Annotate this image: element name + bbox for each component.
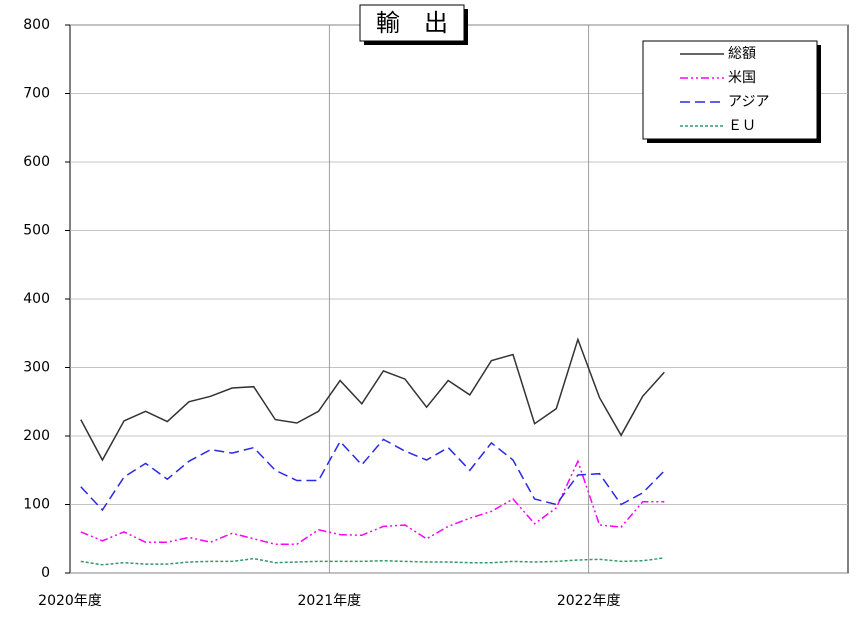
x-tick-label: 2022年度	[557, 593, 621, 609]
series-line	[80, 438, 665, 512]
series-lines	[80, 337, 665, 566]
y-tick-label: 400	[23, 291, 50, 307]
legend-label: 総額	[728, 46, 756, 62]
legend-box	[642, 40, 818, 140]
y-tick-label: 100	[23, 497, 50, 513]
legend-label: アジア	[728, 94, 769, 110]
y-tick-label: 300	[23, 360, 50, 376]
legend-label: 米国	[728, 70, 756, 86]
y-tick-label: 0	[41, 565, 50, 581]
y-tick-label: 700	[23, 86, 50, 102]
series-line	[80, 557, 665, 566]
legend-label: ＥＵ	[728, 118, 756, 134]
series-line	[80, 337, 665, 462]
series-line	[80, 459, 665, 545]
y-tick-label: 800	[23, 17, 50, 33]
y-tick-label: 200	[23, 428, 50, 444]
y-tick-label: 500	[23, 223, 50, 239]
x-tick-label: 2020年度	[38, 593, 102, 609]
chart-title: 輸 出	[376, 9, 448, 37]
title-box	[359, 4, 465, 42]
y-tick-label: 600	[23, 154, 50, 170]
x-tick-label: 2021年度	[298, 593, 362, 609]
